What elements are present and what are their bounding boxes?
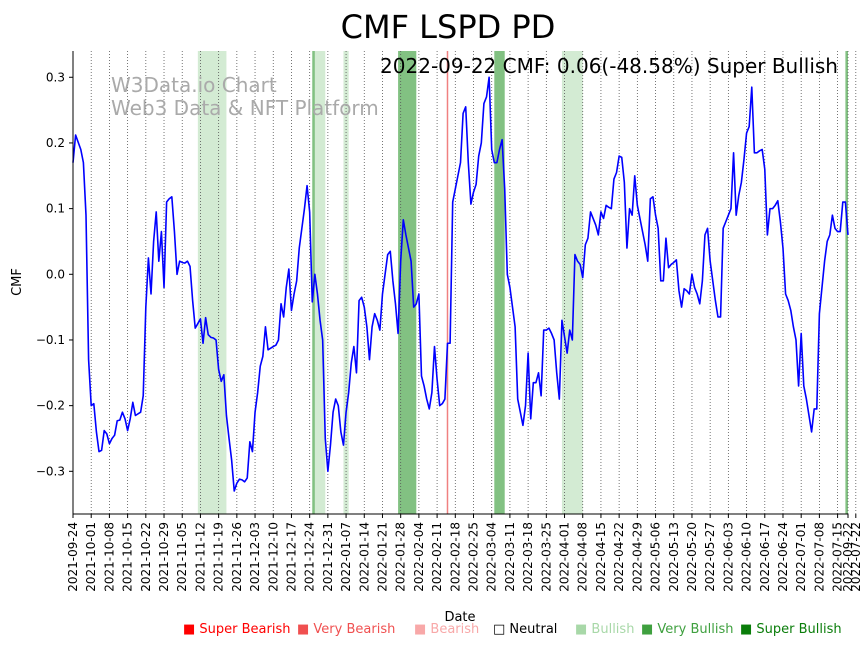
x-tick-label-3: 2021-10-15 [121, 522, 135, 592]
legend-marker-3: □ [493, 622, 509, 637]
band-6 [561, 51, 583, 514]
legend-marker-6: ■ [740, 622, 756, 637]
x-tick-label-22: 2022-02-25 [467, 522, 481, 592]
legend: ■ Super Bearish ■ Very Bearish ■ Bearish □ … [183, 622, 842, 637]
x-tick-label-33: 2022-05-13 [667, 522, 681, 592]
y-tick-label-6: 0.3 [46, 70, 65, 84]
x-tick-label-37: 2022-06-10 [740, 522, 754, 592]
watermark-line-2: Web3 Data & NFT Platform [111, 96, 379, 120]
x-tick-label-40: 2022-07-01 [794, 522, 808, 592]
x-tick-label-14: 2021-12-31 [321, 522, 335, 592]
legend-item-1: ■ Very Bearish [297, 622, 395, 637]
legend-marker-0: ■ [183, 622, 199, 637]
x-tick-label-36: 2022-06-03 [721, 522, 735, 592]
legend-item-5: ■ Very Bullish [641, 622, 733, 637]
series-line-0 [72, 76, 849, 492]
x-tick-label-6: 2021-11-05 [175, 522, 189, 592]
x-tick-label-25: 2022-03-18 [521, 522, 535, 592]
x-tick-label-43: 2022-07-22 [849, 522, 863, 592]
x-tick-label-2: 2021-10-08 [102, 522, 116, 592]
legend-item-3: □ Neutral [493, 622, 557, 637]
legend-marker-2: ■ [414, 622, 430, 637]
x-tick-label-34: 2022-05-20 [685, 522, 699, 592]
x-tick-label-31: 2022-04-29 [630, 522, 644, 592]
x-tick-label-11: 2021-12-10 [266, 522, 280, 592]
x-tick-label-18: 2022-01-28 [394, 522, 408, 592]
y-axis-label: CMF [10, 268, 25, 296]
x-tick-label-4: 2021-10-22 [139, 522, 153, 592]
x-tick-label-5: 2021-10-29 [157, 522, 171, 592]
band-7 [845, 51, 848, 514]
x-tick-label-9: 2021-11-26 [230, 522, 244, 592]
legend-label-3: Neutral [509, 622, 557, 637]
x-tick-label-52: 2022-09-22 [841, 522, 855, 592]
x-tick-label-15: 2022-01-07 [339, 522, 353, 592]
x-tick-label-1: 2021-10-01 [84, 522, 98, 592]
x-tick-label-17: 2022-01-21 [375, 522, 389, 592]
legend-item-0: ■ Super Bearish [183, 622, 291, 637]
band-2 [314, 51, 326, 514]
y-tick-label-1: −0.2 [36, 399, 65, 413]
band-5 [494, 51, 505, 514]
x-tick-label-35: 2022-05-27 [703, 522, 717, 592]
x-tick-label-12: 2021-12-17 [284, 522, 298, 592]
series-layer [72, 76, 849, 492]
legend-label-1: Very Bearish [313, 622, 395, 637]
x-tick-label-21: 2022-02-18 [448, 522, 462, 592]
band-0 [197, 51, 227, 514]
chart-title: CMF LSPD PD [341, 8, 556, 46]
y-tick-label-3: 0.0 [46, 267, 65, 281]
y-tick-label-5: 0.2 [46, 136, 65, 150]
y-tick-label-4: 0.1 [46, 202, 65, 216]
y-tick-label-0: −0.3 [36, 464, 65, 478]
watermark: W3Data.io Chart Web3 Data & NFT Platform [111, 73, 379, 120]
x-tick-label-23: 2022-03-04 [485, 522, 499, 592]
legend-label-6: Super Bullish [756, 622, 841, 637]
x-tick-label-16: 2022-01-14 [357, 522, 371, 592]
y-tick-label-2: −0.1 [36, 333, 65, 347]
x-tick-label-10: 2021-12-03 [248, 522, 262, 592]
legend-item-2: ■ Bearish [414, 622, 479, 637]
x-tick-label-20: 2022-02-11 [430, 522, 444, 592]
x-tick-label-7: 2021-11-12 [193, 522, 207, 592]
x-axis-label: Date [444, 610, 475, 625]
legend-item-4: ■ Bullish [575, 622, 634, 637]
x-tick-label-28: 2022-04-08 [576, 522, 590, 592]
legend-marker-4: ■ [575, 622, 591, 637]
x-tick-label-29: 2022-04-15 [594, 522, 608, 592]
legend-marker-1: ■ [297, 622, 313, 637]
band-4 [398, 51, 417, 514]
x-tick-label-8: 2021-11-19 [212, 522, 226, 592]
x-tick-label-41: 2022-07-08 [812, 522, 826, 592]
x-tick-label-38: 2022-06-17 [758, 522, 772, 592]
chart-subtitle: 2022-09-22 CMF: 0.06(-48.58%) Super Bull… [380, 54, 838, 78]
legend-label-5: Very Bullish [657, 622, 733, 637]
watermark-line-1: W3Data.io Chart [111, 73, 277, 97]
x-tick-label-27: 2022-04-01 [558, 522, 572, 592]
legend-label-2: Bearish [430, 622, 479, 637]
signal-bands [197, 51, 848, 514]
legend-label-4: Bullish [591, 622, 634, 637]
x-tick-label-42: 2022-07-15 [831, 522, 845, 592]
x-tick-label-30: 2022-04-22 [612, 522, 626, 592]
x-tick-label-39: 2022-06-24 [776, 522, 790, 592]
legend-marker-5: ■ [641, 622, 657, 637]
x-tick-label-32: 2022-05-06 [649, 522, 663, 592]
legend-label-0: Super Bearish [199, 622, 290, 637]
x-tick-label-0: 2021-09-24 [66, 522, 80, 592]
x-tick-label-13: 2021-12-24 [303, 522, 317, 592]
x-tick-label-24: 2022-03-11 [503, 522, 517, 592]
legend-item-6: ■ Super Bullish [740, 622, 842, 637]
x-tick-label-19: 2022-02-04 [412, 522, 426, 592]
x-tick-label-26: 2022-03-25 [539, 522, 553, 592]
axes: −0.3 −0.2 −0.1 0.0 0.1 0.2 0.3 2021-09-24 2021-1… [36, 51, 863, 592]
